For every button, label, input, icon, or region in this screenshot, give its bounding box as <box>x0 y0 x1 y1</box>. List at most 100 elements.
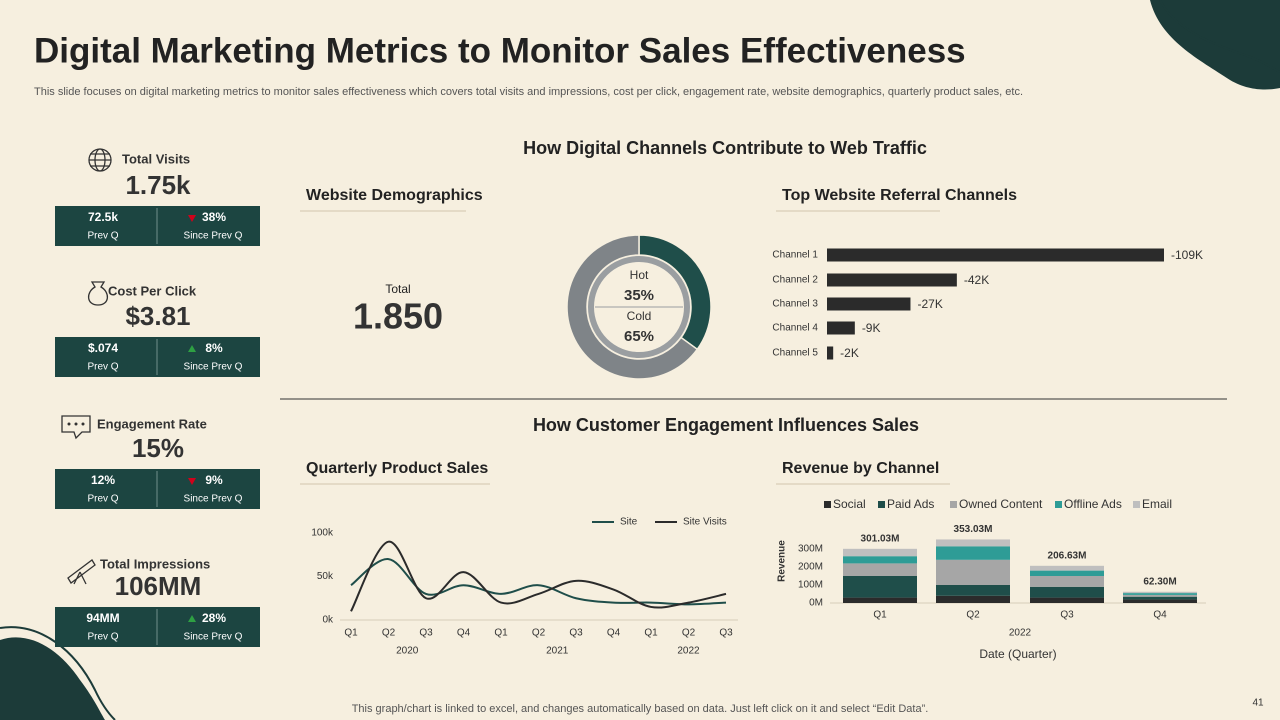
chat-dot <box>81 422 85 426</box>
donut-segment <box>566 234 699 380</box>
bar-value-label: -109K <box>1171 248 1203 262</box>
panel-underlines <box>300 210 950 485</box>
total-label: 62.30M <box>1143 576 1176 587</box>
y-tick-label: 300M <box>798 544 823 555</box>
panel-title: Revenue by Channel <box>782 460 939 477</box>
bar <box>827 346 834 360</box>
x-tick-label: Q4 <box>457 628 471 639</box>
stack-segment <box>1030 586 1104 598</box>
donut-value-label: 35% <box>624 287 654 304</box>
legend-swatch <box>878 501 885 508</box>
y-tick-label: 100k <box>311 528 334 539</box>
x-tick-label: Q2 <box>532 628 546 639</box>
x-group-label: 2022 <box>677 646 700 657</box>
stack-segment <box>843 556 917 564</box>
kpi-change: 38% <box>202 210 226 224</box>
x-axis-title: Date (Quarter) <box>979 647 1056 661</box>
bar-category: Channel 2 <box>772 275 818 286</box>
page-title: Digital Marketing Metrics to Monitor Sal… <box>34 31 966 70</box>
kpi-trend-arrow <box>188 215 196 222</box>
chat-icon <box>61 415 91 440</box>
stack-segment <box>1123 594 1197 597</box>
bar-value-label: -9K <box>862 321 881 335</box>
x-tick-label: Q2 <box>382 628 396 639</box>
panel-title: Top Website Referral Channels <box>782 187 1017 204</box>
kpi-prev-label: Prev Q <box>87 494 118 505</box>
x-tick-label: Q1 <box>644 628 658 639</box>
bar <box>827 273 957 287</box>
stack-segment <box>936 559 1010 585</box>
kpi-value: $3.81 <box>125 301 190 331</box>
legend-swatch <box>950 501 957 508</box>
kpi-prev-label: Prev Q <box>87 632 118 643</box>
donut-category: Cold <box>627 309 652 323</box>
x-tick-label: Q2 <box>966 610 980 621</box>
total-label: 353.03M <box>954 524 993 535</box>
total-label: 206.63M <box>1048 550 1087 561</box>
line-series <box>350 540 727 612</box>
x-tick-label: Q3 <box>1060 610 1074 621</box>
bar-category: Channel 1 <box>772 250 818 261</box>
stack-segment <box>843 576 917 598</box>
corner-blob <box>0 637 105 720</box>
bar-category: Channel 5 <box>772 348 818 359</box>
kpi-since-label: Since Prev Q <box>184 632 243 643</box>
stack-segment <box>936 539 1010 547</box>
stack-segment <box>843 597 917 603</box>
x-tick-label: Q4 <box>607 628 621 639</box>
stack-segment <box>843 548 917 557</box>
kpi-change: 9% <box>205 473 223 487</box>
section-title: How Digital Channels Contribute to Web T… <box>523 138 927 158</box>
y-tick-label: 50k <box>317 571 334 582</box>
total-label: 301.03M <box>861 533 900 544</box>
x-tick-label: Q1 <box>494 628 508 639</box>
y-tick-label: 100M <box>798 580 823 591</box>
kpi-trend-arrow <box>188 615 196 622</box>
legend-label: Email <box>1142 497 1172 511</box>
x-tick-label: Q2 <box>682 628 696 639</box>
kpi-icon-dots <box>67 422 85 426</box>
stack-segment <box>1030 576 1104 587</box>
legend-label: Site Visits <box>683 517 727 528</box>
stack-segment <box>936 585 1010 596</box>
stack-segment <box>1123 596 1197 600</box>
legend-label: Social <box>833 497 866 511</box>
money-bag-icon <box>87 281 109 306</box>
legend-label: Paid Ads <box>887 497 934 511</box>
kpi-change: 8% <box>205 341 223 355</box>
legend-swatch <box>1133 501 1140 508</box>
stack-segment <box>1030 597 1104 603</box>
x-tick-label: Q3 <box>569 628 583 639</box>
x-tick-label: Q1 <box>873 610 887 621</box>
page-number: 41 <box>1252 698 1264 709</box>
chat-dot <box>67 422 71 426</box>
bar-value-label: -2K <box>840 346 859 360</box>
x-tick-label: Q4 <box>1153 610 1167 621</box>
total-value: 1.850 <box>353 296 443 337</box>
globe-icon <box>90 153 110 167</box>
donut-category: Hot <box>630 268 649 282</box>
stack-segment <box>1123 599 1197 603</box>
kpi-prev-value: 94MM <box>86 611 119 625</box>
kpi-trend-arrow <box>188 478 196 485</box>
x-group-label: 2020 <box>396 646 419 657</box>
stack-segment <box>936 595 1010 603</box>
kpi-since-label: Since Prev Q <box>184 494 243 505</box>
legend-label: Offline Ads <box>1064 497 1122 511</box>
kpi-value: 15% <box>132 433 184 463</box>
kpi-label: Total Impressions <box>100 556 210 571</box>
x-tick-label: Q3 <box>719 628 733 639</box>
stack-segment <box>1123 591 1197 594</box>
x-tick-label: Q3 <box>419 628 433 639</box>
bar-value-label: -27K <box>917 297 942 311</box>
bar <box>827 297 911 311</box>
panel-title: Website Demographics <box>306 187 483 204</box>
kpi-trend-arrow <box>188 345 196 352</box>
panel-title: Quarterly Product Sales <box>306 460 488 477</box>
legend-label: Site <box>620 517 638 528</box>
total-label: Total <box>385 282 410 296</box>
page-subtitle: This slide focuses on digital marketing … <box>34 86 1023 98</box>
kpi-prev-value: 72.5k <box>88 210 118 224</box>
kpi-label: Total Visits <box>122 151 190 166</box>
